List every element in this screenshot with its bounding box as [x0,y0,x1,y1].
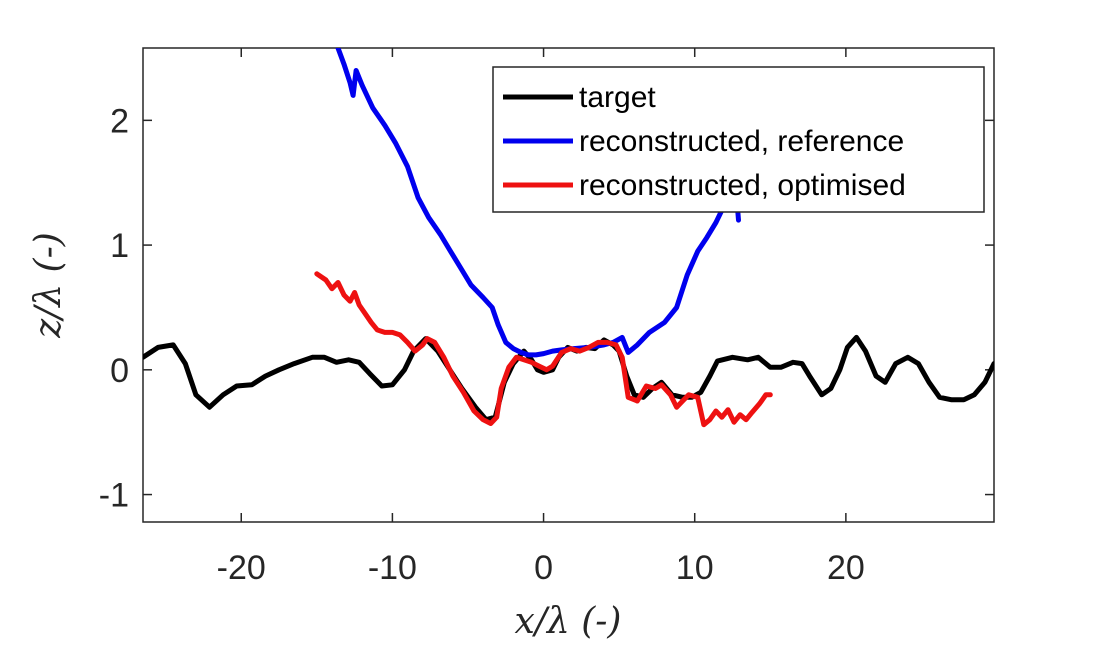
y-tick-label: -1 [99,477,129,515]
x-tick-label: -10 [368,549,417,587]
legend-box [492,66,985,213]
x-tick-label: 0 [534,549,553,587]
legend-label-target: target [579,81,656,114]
y-tick-label: 0 [110,352,129,390]
x-axis-label: x/λ (-) [515,601,622,642]
legend-label-optimised: reconstructed, optimised [579,169,906,202]
x-tick-label: -20 [217,549,266,587]
series-layer [143,48,994,428]
legend-label-reference: reconstructed, reference [579,125,904,158]
y-axis-label: z/λ (-) [28,232,69,339]
y-tick-label: 1 [110,227,129,265]
x-axis-ticks: -20 -10 0 10 20 [217,48,865,587]
y-axis-ticks: -1 0 1 2 [99,102,994,515]
y-tick-label: 2 [110,102,129,140]
series-line-optimised [314,271,773,428]
x-tick-label: 20 [827,549,865,587]
x-tick-label: 10 [676,549,714,587]
legend: target reconstructed, reference reconstr… [492,66,985,213]
series-line-reference [335,48,741,358]
